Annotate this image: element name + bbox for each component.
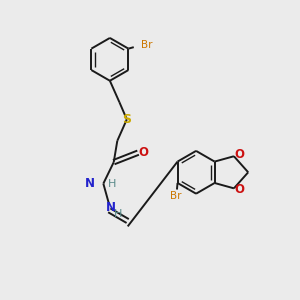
- Text: N: N: [106, 201, 116, 214]
- Text: O: O: [139, 146, 148, 159]
- Text: O: O: [235, 183, 245, 196]
- Text: O: O: [235, 148, 245, 161]
- Text: Br: Br: [170, 191, 182, 201]
- Text: S: S: [122, 113, 131, 126]
- Text: N: N: [85, 177, 95, 190]
- Text: H: H: [114, 209, 122, 219]
- Text: Br: Br: [141, 40, 152, 50]
- Text: H: H: [107, 178, 116, 189]
